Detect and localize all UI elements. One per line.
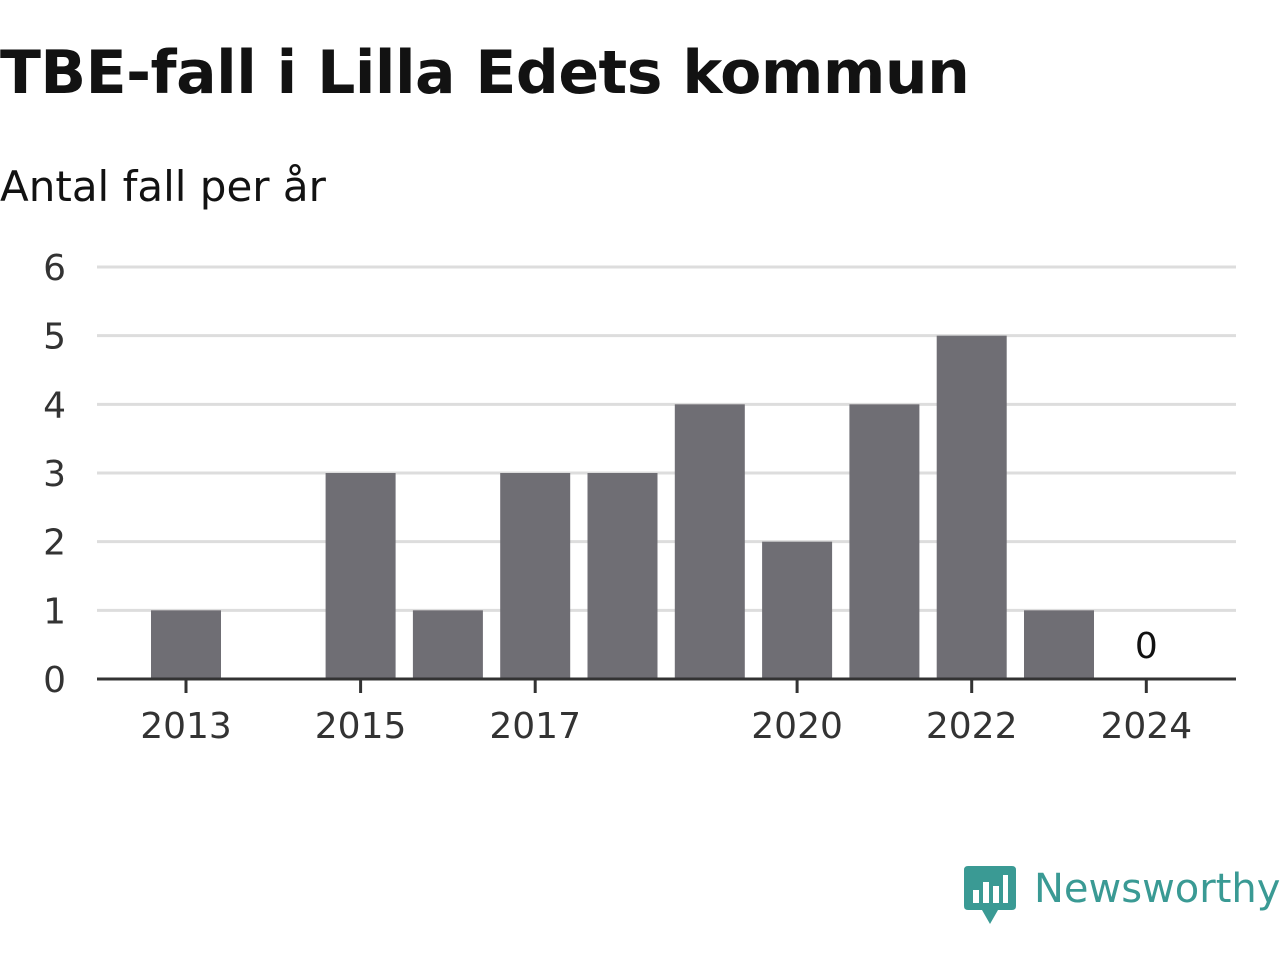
y-tick-label: 4 [43,385,66,426]
x-tick-label: 2015 [315,706,407,747]
bar-2023 [1024,610,1094,679]
y-tick-label: 2 [43,523,66,564]
bar-2013 [151,610,221,679]
bar-2021 [849,404,920,679]
bar-2019 [674,404,745,679]
chart-title: TBE-fall i Lilla Edets kommun [0,38,970,108]
x-tick-label: 2020 [751,706,843,747]
bars [151,335,1094,679]
x-tick-label: 2017 [489,706,581,747]
brand-logo: Newsworthy [964,866,1280,926]
bar-2020 [762,541,833,679]
bar-2016 [412,610,483,679]
axes [97,677,1236,693]
y-tick-label: 3 [43,454,66,495]
data-label-2024: 0 [1135,626,1158,667]
bar-2022 [936,335,1007,679]
newsworthy-logo-icon [964,866,1016,924]
labels: 0 1 2 3 4 5 6 2013 2015 2017 2020 2022 2024 0 [43,248,1192,747]
bar-2017 [500,473,571,679]
y-tick-label: 6 [43,248,66,289]
y-tick-label: 5 [43,317,66,358]
brand-name: Newsworthy [1034,866,1280,912]
chart-subtitle: Antal fall per år [0,162,326,211]
gridlines [97,265,1236,612]
x-tick-label: 2024 [1100,706,1192,747]
bar-2018 [587,473,658,679]
x-tick-label: 2022 [926,706,1018,747]
y-tick-label: 0 [43,660,66,701]
bar-2015 [325,473,396,679]
x-tick-label: 2013 [140,706,232,747]
bar-chart: 0 1 2 3 4 5 6 2013 2015 2017 2020 2022 2024 0 [43,248,1236,747]
y-tick-label: 1 [43,591,66,632]
